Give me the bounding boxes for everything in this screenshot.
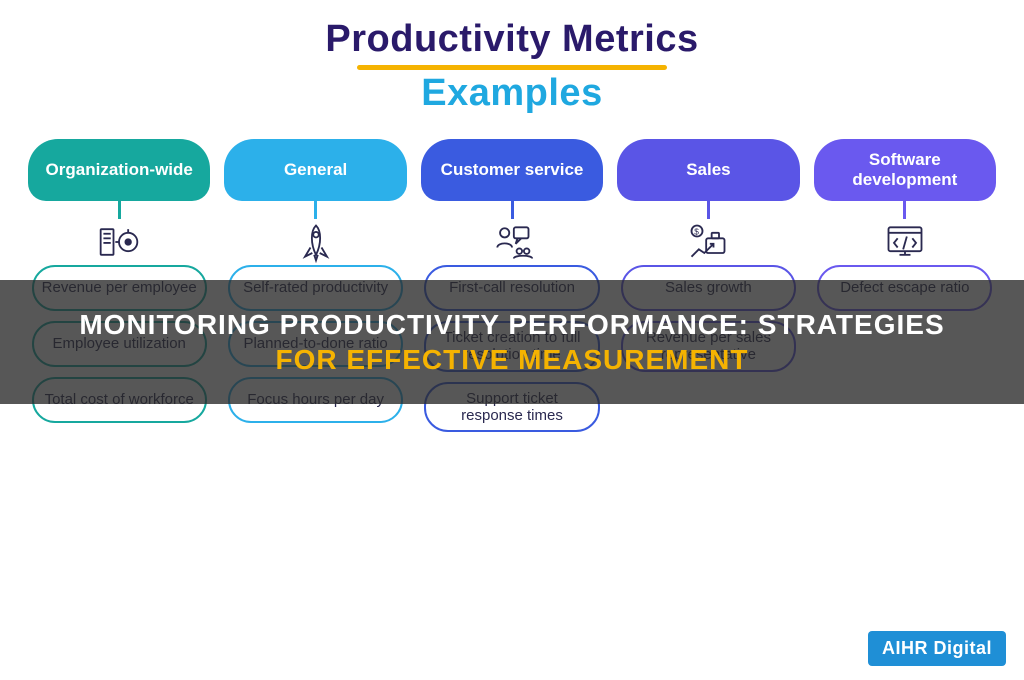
title-line2: Examples: [0, 72, 1024, 115]
category-pill-dev: Software development: [814, 139, 996, 201]
category-pill-sales: Sales: [617, 139, 799, 201]
connector: [314, 201, 317, 219]
overlay-band: MONITORING PRODUCTIVITY PERFORMANCE: STR…: [0, 280, 1024, 404]
org-icon: [97, 219, 141, 265]
category-pill-general: General: [224, 139, 406, 201]
overlay-text: MONITORING PRODUCTIVITY PERFORMANCE: STR…: [79, 307, 944, 377]
svg-text:$: $: [695, 228, 700, 237]
connector: [903, 201, 906, 219]
category-pill-customer: Customer service: [421, 139, 603, 201]
dev-icon: [883, 219, 927, 265]
header: Productivity Metrics Examples: [0, 0, 1024, 115]
overlay-line2: FOR EFFECTIVE MEASUREMENT: [79, 342, 944, 377]
category-pill-organization: Organization-wide: [28, 139, 210, 201]
connector: [118, 201, 121, 219]
overlay-line1: MONITORING PRODUCTIVITY PERFORMANCE: STR…: [79, 307, 944, 342]
connector: [511, 201, 514, 219]
brand-badge: AIHR Digital: [868, 631, 1006, 666]
title-line1: Productivity Metrics: [325, 18, 698, 61]
rocket-icon: [294, 219, 338, 265]
sales-icon: $: [686, 219, 730, 265]
support-icon: [490, 219, 534, 265]
title-underline: [357, 65, 667, 70]
connector: [707, 201, 710, 219]
